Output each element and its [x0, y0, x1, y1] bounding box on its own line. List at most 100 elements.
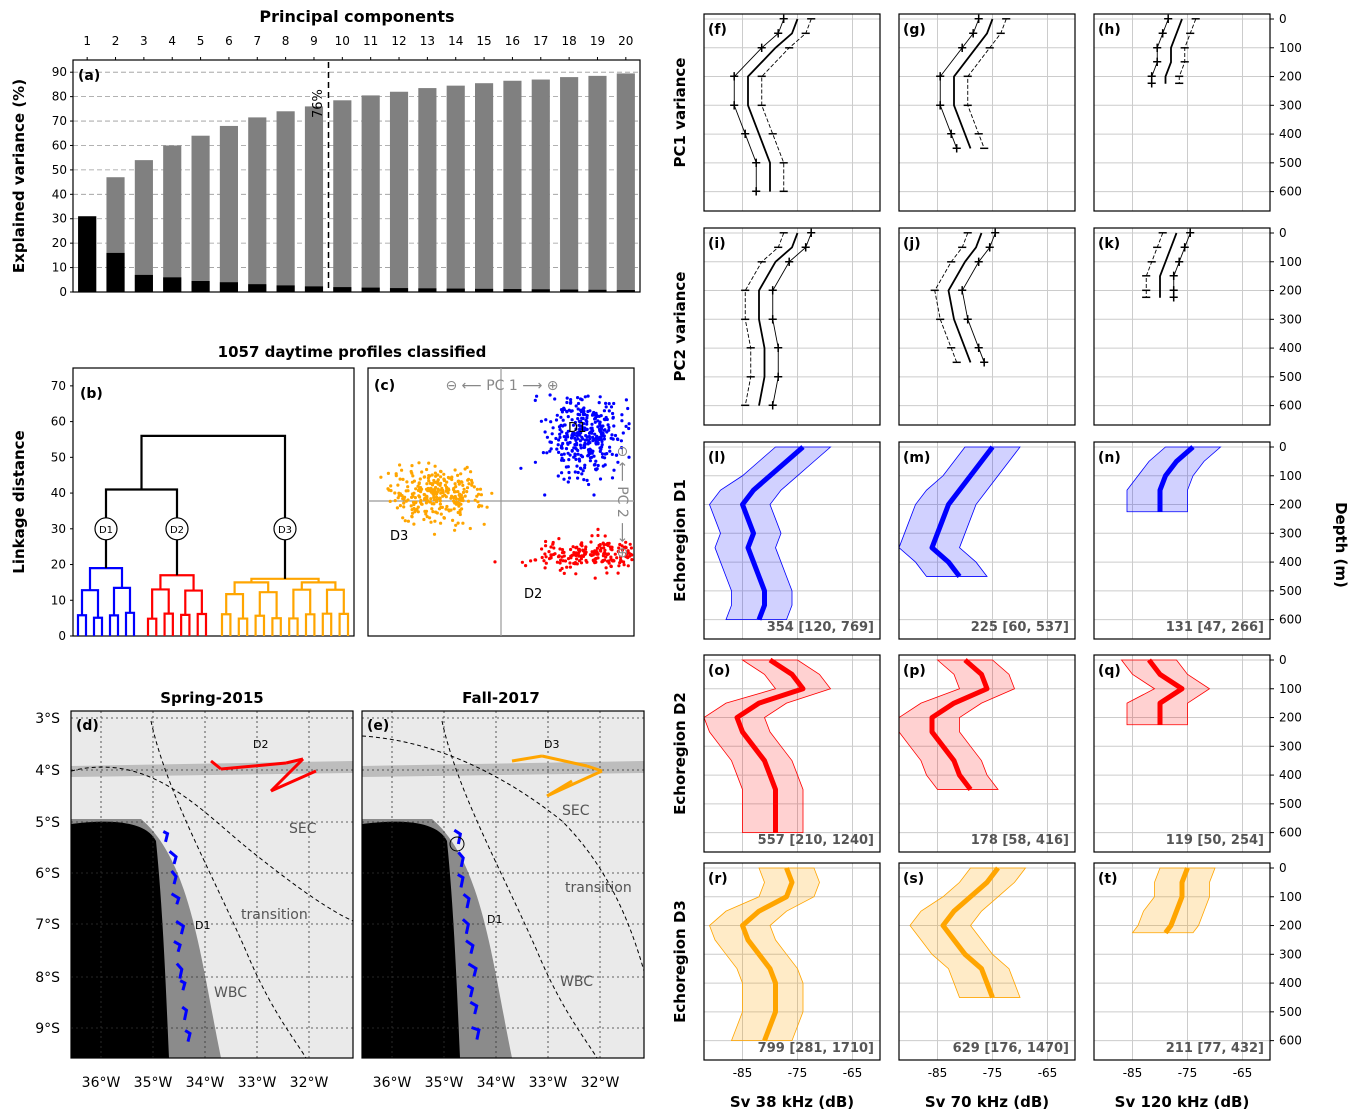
scatter-point-d3 [410, 508, 414, 512]
scatter-point-d1 [554, 436, 558, 441]
depth-tick-label: 400 [1279, 127, 1302, 141]
scatter-point-d3 [442, 472, 446, 476]
scatter-point-d1 [558, 432, 562, 436]
scatter-point-d1 [567, 408, 571, 412]
scatter-point-d3 [457, 504, 461, 508]
track-d1 [175, 920, 186, 935]
profile-panel-frame [703, 441, 881, 640]
pc-variance-marker: − [778, 226, 789, 241]
map-panel-letter: (e) [367, 718, 389, 734]
pc-variance-marker: − [1157, 226, 1168, 241]
pc-mean-profile [1159, 232, 1178, 298]
depth-tick-label: 0 [1279, 861, 1287, 875]
profile-count-label: 354 [120, 769] [767, 620, 874, 635]
depth-tick-label: 400 [1279, 976, 1302, 990]
scatter-point-d2 [612, 559, 616, 563]
map-lat-tick-label: 9°S [35, 1021, 60, 1037]
depth-tick-label: 0 [1279, 653, 1287, 667]
scatter-point-d1 [607, 402, 611, 406]
pc-top-tick-label: 12 [391, 34, 406, 48]
pc-variance-marker: + [962, 312, 973, 327]
scatter-point-d1 [544, 418, 548, 422]
pc-y-tick-label: 30 [52, 212, 67, 226]
scatter-point-d2 [560, 566, 564, 571]
scatter-point-d1 [612, 424, 616, 428]
scatter-point-d1 [567, 458, 571, 462]
track-d1 [457, 873, 465, 888]
scatter-point-d1 [588, 456, 593, 460]
pc-variance-marker: − [784, 41, 795, 56]
pc-top-tick-label: 2 [112, 34, 120, 48]
scatter-point-d3 [424, 512, 428, 516]
scatter-point-d1 [604, 401, 608, 405]
linkage-y-tick-label: 60 [51, 415, 66, 429]
scatter-point-d2 [626, 549, 630, 553]
scatter-point-d2 [562, 554, 566, 558]
scatter-point-d2 [616, 549, 620, 554]
scatter-point-d1 [573, 470, 577, 474]
depth-tick-label: 200 [1279, 498, 1302, 512]
pc-variance-marker: − [1141, 291, 1152, 306]
panel-b-frame [72, 367, 355, 637]
scatter-point-d3 [416, 484, 420, 488]
scatter-point-d1 [593, 416, 597, 421]
depth-tick-label: 500 [1279, 1005, 1302, 1019]
scatter-point-d3 [415, 507, 419, 511]
pc-variance-profile [744, 232, 785, 406]
profile-panel-letter: (r) [708, 871, 728, 887]
scatter-point-d3 [456, 510, 460, 515]
profile-count-label: 799 [281, 1710] [758, 1041, 874, 1056]
pc-variance-marker: − [1001, 12, 1012, 27]
scatter-point-d3 [453, 494, 457, 499]
scatter-point-d2 [540, 555, 544, 560]
scatter-point-d3 [429, 497, 433, 501]
profile-panel-letter: (h) [1098, 22, 1121, 38]
scatter-point-d1 [574, 457, 578, 461]
profile-panels: PC1 variance++++++++−−−−−−−−(f)+++++++−−… [671, 12, 1302, 1111]
scatter-point-d1 [576, 470, 580, 475]
pc-variance-marker: + [767, 284, 778, 299]
scatter-point-d2 [581, 549, 586, 553]
pc-individual-bar [219, 282, 238, 292]
pc-variance-marker: + [784, 255, 795, 270]
pc-individual-bar [418, 288, 437, 292]
scatter-point-d3 [410, 464, 414, 468]
scatter-point-d3 [429, 490, 433, 494]
pc-variance-profile [772, 232, 812, 406]
profile-panel-frame [1093, 862, 1271, 1061]
pc-mean-profile [1164, 18, 1183, 84]
map-region-label: D3 [544, 738, 559, 751]
pc-individual-bar [389, 288, 409, 292]
scatter-point-d3 [430, 473, 434, 477]
profile-spread-band [898, 659, 1016, 790]
track-d1 [457, 851, 465, 868]
scatter-point-d3 [442, 516, 446, 520]
map-ridge [71, 761, 353, 777]
scatter-point-d1 [582, 422, 586, 426]
scatter-point-d3 [425, 467, 429, 472]
scatter-point-d3 [389, 484, 393, 488]
scatter-point-d2 [606, 552, 611, 556]
scatter-point-d3 [428, 481, 432, 485]
scatter-point-d1 [559, 415, 563, 419]
scatter-point-d3 [405, 480, 409, 484]
scatter-point-d2 [593, 557, 597, 561]
pc-individual-bar [361, 287, 380, 292]
scatter-point-d2 [605, 571, 609, 575]
track-d1 [466, 984, 475, 998]
scatter-point-d3 [420, 470, 424, 474]
scatter-point-d1 [560, 444, 564, 448]
scatter-point-d1 [593, 463, 597, 467]
profile-row-label: Echoregion D2 [671, 692, 689, 815]
scatter-point-d3 [453, 482, 457, 486]
pc-variance-marker: − [962, 226, 973, 241]
depth-tick-label: 0 [1279, 226, 1287, 240]
scatter-point-d3 [398, 477, 402, 481]
scatter-point-d3 [414, 487, 418, 491]
profile-x-tick-label: -75 [983, 1066, 1003, 1080]
scatter-point-d3 [459, 472, 463, 476]
scatter-point-d1 [601, 464, 605, 468]
depth-tick-label: 600 [1279, 399, 1302, 413]
scatter-point-d2 [549, 545, 553, 549]
